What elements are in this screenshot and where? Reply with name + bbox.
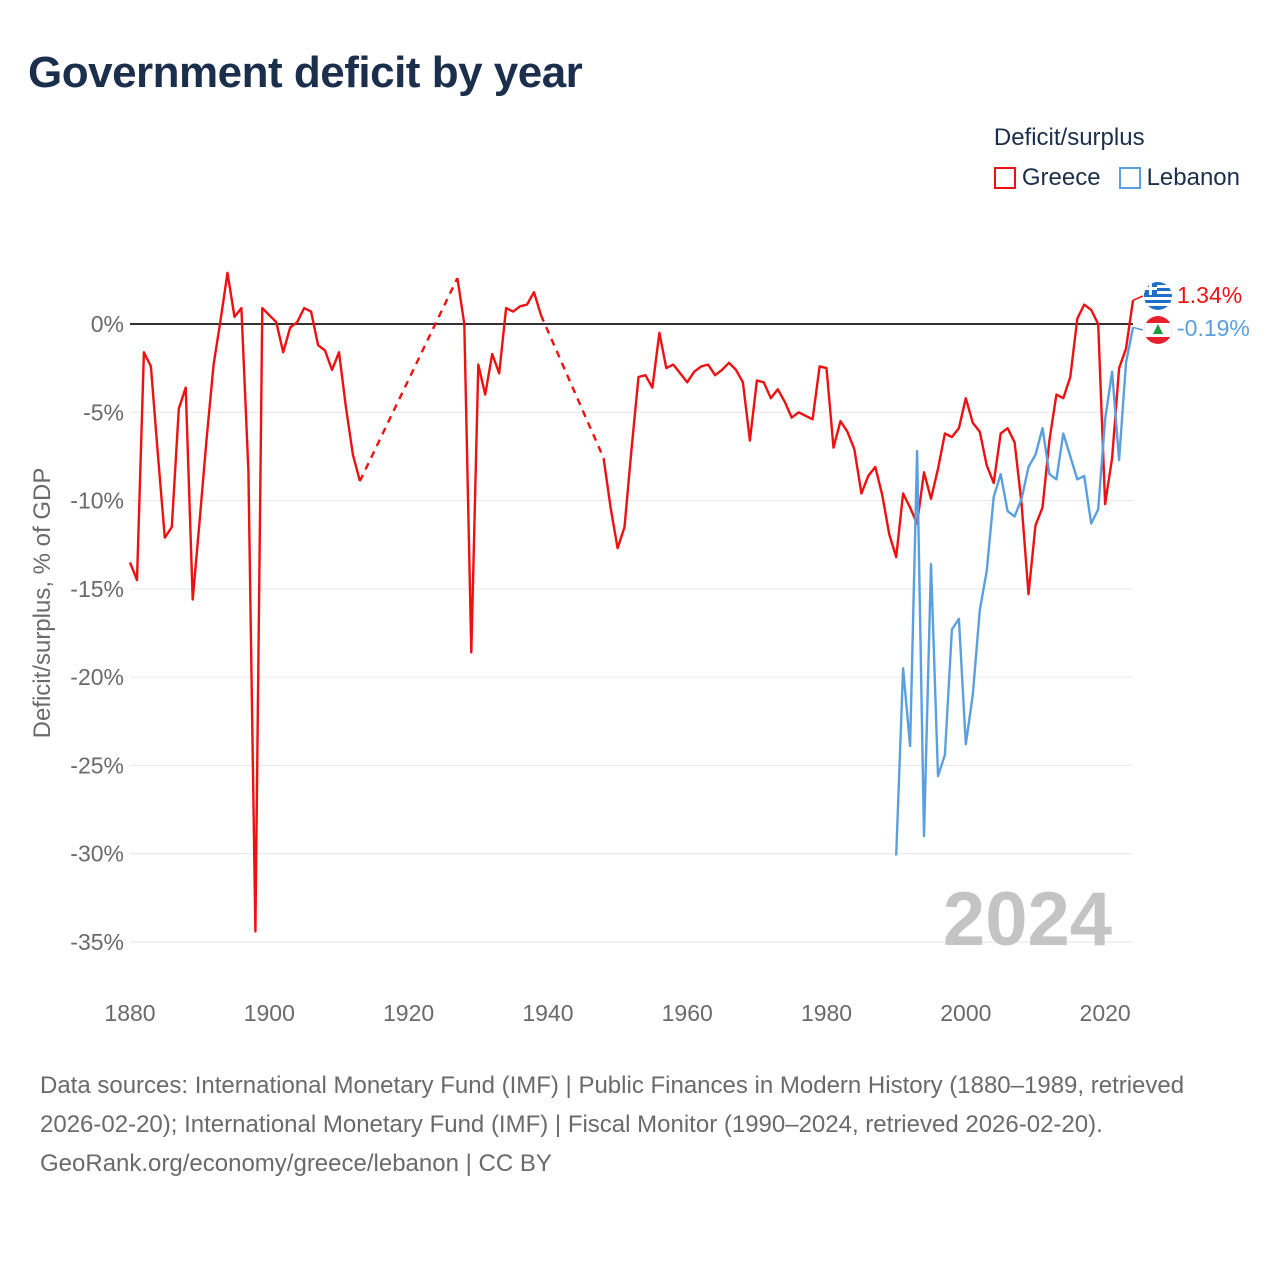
x-tick-label: 2020	[1080, 1000, 1131, 1026]
y-axis-ticks: 0% -5% -10% -15% -20% -25% -30% -35%	[70, 311, 124, 955]
x-axis-ticks: 1880 1900 1920 1940 1960 1980 2000 2020	[104, 1000, 1130, 1026]
legend-item-lebanon[interactable]: Lebanon	[1118, 164, 1240, 192]
series-line-greece	[456, 277, 543, 654]
end-label-greece: 1.34%	[1177, 282, 1242, 308]
x-tick-label: 1900	[244, 1000, 295, 1026]
x-tick-label: 1940	[522, 1000, 573, 1026]
footer: Data sources: International Monetary Fun…	[40, 1066, 1240, 1183]
year-watermark: 2024	[943, 877, 1112, 962]
x-tick-label: 1880	[104, 1000, 155, 1026]
legend-label-greece: Greece	[1021, 164, 1101, 191]
legend: Deficit/surplus Greece Lebanon	[993, 124, 1240, 192]
series-line-greece	[128, 271, 362, 933]
credit-link[interactable]: GeoRank.org/economy/greece/lebanon | CC …	[40, 1150, 552, 1177]
legend-title: Deficit/surplus	[993, 124, 1145, 151]
y-tick-label: -25%	[70, 752, 124, 778]
y-axis-label: Deficit/surplus, % of GDP	[29, 468, 56, 739]
legend-swatch-greece	[993, 167, 1016, 189]
y-tick-label: 0%	[91, 311, 124, 337]
x-tick-label: 1920	[383, 1000, 434, 1026]
legend-swatch-lebanon	[1118, 167, 1141, 189]
legend-label-lebanon: Lebanon	[1146, 164, 1240, 191]
end-connector-lebanon	[1132, 326, 1144, 331]
y-tick-label: -30%	[70, 841, 124, 867]
x-tick-label: 2000	[940, 1000, 991, 1026]
x-tick-label: 1960	[662, 1000, 713, 1026]
series-group: 1.34% -0.19%	[128, 271, 1250, 933]
series-gap-greece	[539, 314, 605, 459]
y-tick-label: -10%	[70, 488, 124, 514]
legend-item-greece[interactable]: Greece	[993, 164, 1101, 192]
end-markers	[1144, 282, 1172, 344]
x-tick-label: 1980	[801, 1000, 852, 1026]
y-tick-label: -5%	[83, 399, 124, 425]
chart-title: Government deficit by year	[28, 48, 583, 97]
lebanon-flag-icon	[1144, 316, 1172, 344]
series-line-lebanon	[895, 327, 1135, 856]
greece-flag-icon	[1144, 282, 1172, 310]
data-sources: Data sources: International Monetary Fun…	[40, 1072, 1185, 1138]
y-tick-label: -35%	[70, 929, 124, 955]
series-line-greece	[602, 300, 1135, 596]
end-label-lebanon: -0.19%	[1177, 315, 1250, 341]
grid	[130, 323, 1133, 943]
y-tick-label: -15%	[70, 576, 124, 602]
end-connector-greece	[1132, 295, 1144, 302]
chart-svg: 2024 0%-5%-10%-15%-20%-25%-30%-35% 1880 1…	[29, 271, 1250, 1026]
series-gap-greece	[358, 277, 459, 482]
y-tick-label: -20%	[70, 664, 124, 690]
